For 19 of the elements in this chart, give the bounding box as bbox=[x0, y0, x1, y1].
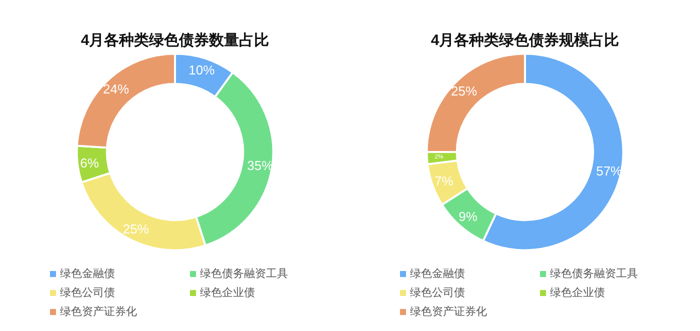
chart-title: 4月各种类绿色债券规模占比 bbox=[430, 32, 620, 49]
chart-title: 4月各种类绿色债券数量占比 bbox=[80, 32, 270, 49]
legend-label: 绿色资产证券化 bbox=[59, 304, 138, 319]
legend-label: 绿色资产证券化 bbox=[409, 304, 488, 319]
legend-label: 绿色债务融资工具 bbox=[549, 266, 639, 281]
data-label: 25% bbox=[122, 221, 150, 236]
data-label: 9% bbox=[458, 209, 478, 224]
data-label: 24% bbox=[102, 82, 130, 97]
legend-label: 绿色企业债 bbox=[199, 285, 256, 300]
legend-label: 绿色企业债 bbox=[549, 285, 606, 300]
legend-label: 绿色金融债 bbox=[59, 266, 116, 281]
data-label: 25% bbox=[451, 84, 478, 99]
data-label: 10% bbox=[188, 62, 216, 78]
legend-label: 绿色金融债 bbox=[409, 266, 466, 281]
legend-label: 绿色公司债 bbox=[59, 285, 116, 300]
data-label: 7% bbox=[434, 174, 454, 189]
legend-label: 绿色公司债 bbox=[409, 285, 466, 300]
legend-label: 绿色债务融资工具 bbox=[199, 266, 289, 281]
data-label: 6% bbox=[80, 155, 100, 170]
